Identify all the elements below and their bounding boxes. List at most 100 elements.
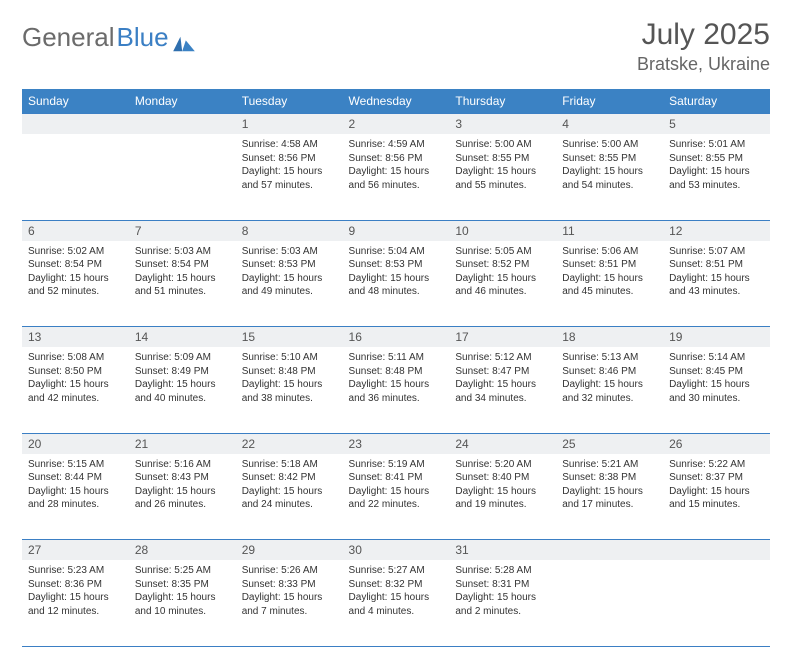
sunrise-text: Sunrise: 5:14 AM [669, 351, 764, 365]
day-cell: Sunrise: 5:00 AMSunset: 8:55 PMDaylight:… [449, 134, 556, 220]
daylight-text: Daylight: 15 hours and 51 minutes. [135, 272, 230, 299]
sunrise-text: Sunrise: 5:13 AM [562, 351, 657, 365]
daylight-text: Daylight: 15 hours and 15 minutes. [669, 485, 764, 512]
sunset-text: Sunset: 8:55 PM [455, 152, 550, 166]
day-cell: Sunrise: 5:14 AMSunset: 8:45 PMDaylight:… [663, 347, 770, 433]
day-number: 29 [236, 540, 343, 560]
sunrise-text: Sunrise: 5:21 AM [562, 458, 657, 472]
sunset-text: Sunset: 8:51 PM [669, 258, 764, 272]
daylight-text: Daylight: 15 hours and 22 minutes. [349, 485, 444, 512]
daylight-text: Daylight: 15 hours and 24 minutes. [242, 485, 337, 512]
day-content: Sunrise: 5:25 AMSunset: 8:35 PMDaylight:… [129, 560, 236, 624]
daylight-text: Daylight: 15 hours and 46 minutes. [455, 272, 550, 299]
sunset-text: Sunset: 8:38 PM [562, 471, 657, 485]
daylight-text: Daylight: 15 hours and 43 minutes. [669, 272, 764, 299]
sunset-text: Sunset: 8:55 PM [562, 152, 657, 166]
sunrise-text: Sunrise: 5:04 AM [349, 245, 444, 259]
day-content: Sunrise: 5:03 AMSunset: 8:54 PMDaylight:… [129, 241, 236, 305]
day-cell: Sunrise: 5:03 AMSunset: 8:54 PMDaylight:… [129, 241, 236, 327]
day-cell [129, 134, 236, 220]
day-content: Sunrise: 5:20 AMSunset: 8:40 PMDaylight:… [449, 454, 556, 518]
daylight-text: Daylight: 15 hours and 56 minutes. [349, 165, 444, 192]
day-content: Sunrise: 5:08 AMSunset: 8:50 PMDaylight:… [22, 347, 129, 411]
day-content: Sunrise: 5:15 AMSunset: 8:44 PMDaylight:… [22, 454, 129, 518]
sunrise-text: Sunrise: 5:11 AM [349, 351, 444, 365]
day-number: 6 [22, 221, 129, 241]
day-content: Sunrise: 5:09 AMSunset: 8:49 PMDaylight:… [129, 347, 236, 411]
day-cell: Sunrise: 5:15 AMSunset: 8:44 PMDaylight:… [22, 454, 129, 540]
logo-icon [173, 29, 195, 47]
sunrise-text: Sunrise: 5:25 AM [135, 564, 230, 578]
daylight-text: Daylight: 15 hours and 52 minutes. [28, 272, 123, 299]
sunset-text: Sunset: 8:53 PM [242, 258, 337, 272]
day-number: 9 [343, 221, 450, 241]
sunset-text: Sunset: 8:56 PM [242, 152, 337, 166]
day-content: Sunrise: 5:11 AMSunset: 8:48 PMDaylight:… [343, 347, 450, 411]
day-content: Sunrise: 5:06 AMSunset: 8:51 PMDaylight:… [556, 241, 663, 305]
daylight-text: Daylight: 15 hours and 28 minutes. [28, 485, 123, 512]
weekday-header: Wednesday [343, 89, 450, 114]
day-cell: Sunrise: 5:10 AMSunset: 8:48 PMDaylight:… [236, 347, 343, 433]
day-content: Sunrise: 5:18 AMSunset: 8:42 PMDaylight:… [236, 454, 343, 518]
logo: GeneralBlue [22, 18, 195, 53]
day-number: 2 [343, 114, 450, 134]
sunrise-text: Sunrise: 5:28 AM [455, 564, 550, 578]
day-cell: Sunrise: 5:28 AMSunset: 8:31 PMDaylight:… [449, 560, 556, 646]
daynum-row: 12345 [22, 114, 770, 135]
location: Bratske, Ukraine [637, 54, 770, 75]
sunset-text: Sunset: 8:44 PM [28, 471, 123, 485]
sunrise-text: Sunrise: 5:23 AM [28, 564, 123, 578]
day-number: 4 [556, 114, 663, 134]
day-cell: Sunrise: 5:05 AMSunset: 8:52 PMDaylight:… [449, 241, 556, 327]
sunset-text: Sunset: 8:53 PM [349, 258, 444, 272]
day-number: 1 [236, 114, 343, 134]
sunrise-text: Sunrise: 5:10 AM [242, 351, 337, 365]
day-number: 27 [22, 540, 129, 560]
day-content: Sunrise: 5:01 AMSunset: 8:55 PMDaylight:… [663, 134, 770, 198]
day-number: 23 [343, 434, 450, 454]
weekday-header-row: SundayMondayTuesdayWednesdayThursdayFrid… [22, 89, 770, 114]
day-number: 3 [449, 114, 556, 134]
daylight-text: Daylight: 15 hours and 34 minutes. [455, 378, 550, 405]
day-cell [663, 560, 770, 646]
weekday-header: Thursday [449, 89, 556, 114]
sunrise-text: Sunrise: 5:01 AM [669, 138, 764, 152]
day-cell: Sunrise: 5:20 AMSunset: 8:40 PMDaylight:… [449, 454, 556, 540]
day-number: 19 [663, 327, 770, 347]
sunrise-text: Sunrise: 4:58 AM [242, 138, 337, 152]
day-number-empty [22, 114, 129, 134]
day-number: 24 [449, 434, 556, 454]
day-content: Sunrise: 5:22 AMSunset: 8:37 PMDaylight:… [663, 454, 770, 518]
month-title: July 2025 [637, 18, 770, 52]
daylight-text: Daylight: 15 hours and 53 minutes. [669, 165, 764, 192]
day-number-empty [663, 540, 770, 560]
sunset-text: Sunset: 8:51 PM [562, 258, 657, 272]
week-content-row: Sunrise: 4:58 AMSunset: 8:56 PMDaylight:… [22, 134, 770, 220]
daylight-text: Daylight: 15 hours and 4 minutes. [349, 591, 444, 618]
day-content: Sunrise: 5:14 AMSunset: 8:45 PMDaylight:… [663, 347, 770, 411]
day-cell: Sunrise: 5:00 AMSunset: 8:55 PMDaylight:… [556, 134, 663, 220]
day-number: 14 [129, 327, 236, 347]
day-content: Sunrise: 4:59 AMSunset: 8:56 PMDaylight:… [343, 134, 450, 198]
day-number: 31 [449, 540, 556, 560]
day-cell: Sunrise: 5:12 AMSunset: 8:47 PMDaylight:… [449, 347, 556, 433]
daylight-text: Daylight: 15 hours and 30 minutes. [669, 378, 764, 405]
sunset-text: Sunset: 8:32 PM [349, 578, 444, 592]
day-cell: Sunrise: 5:09 AMSunset: 8:49 PMDaylight:… [129, 347, 236, 433]
sunset-text: Sunset: 8:56 PM [349, 152, 444, 166]
day-content: Sunrise: 5:04 AMSunset: 8:53 PMDaylight:… [343, 241, 450, 305]
day-number-empty [129, 114, 236, 134]
day-content: Sunrise: 5:23 AMSunset: 8:36 PMDaylight:… [22, 560, 129, 624]
day-cell: Sunrise: 5:21 AMSunset: 8:38 PMDaylight:… [556, 454, 663, 540]
day-content: Sunrise: 5:10 AMSunset: 8:48 PMDaylight:… [236, 347, 343, 411]
sunrise-text: Sunrise: 5:12 AM [455, 351, 550, 365]
daylight-text: Daylight: 15 hours and 48 minutes. [349, 272, 444, 299]
day-content: Sunrise: 5:13 AMSunset: 8:46 PMDaylight:… [556, 347, 663, 411]
day-content: Sunrise: 5:02 AMSunset: 8:54 PMDaylight:… [22, 241, 129, 305]
day-number: 17 [449, 327, 556, 347]
day-number: 8 [236, 221, 343, 241]
weekday-header: Friday [556, 89, 663, 114]
day-cell: Sunrise: 5:19 AMSunset: 8:41 PMDaylight:… [343, 454, 450, 540]
sunrise-text: Sunrise: 5:05 AM [455, 245, 550, 259]
sunrise-text: Sunrise: 4:59 AM [349, 138, 444, 152]
